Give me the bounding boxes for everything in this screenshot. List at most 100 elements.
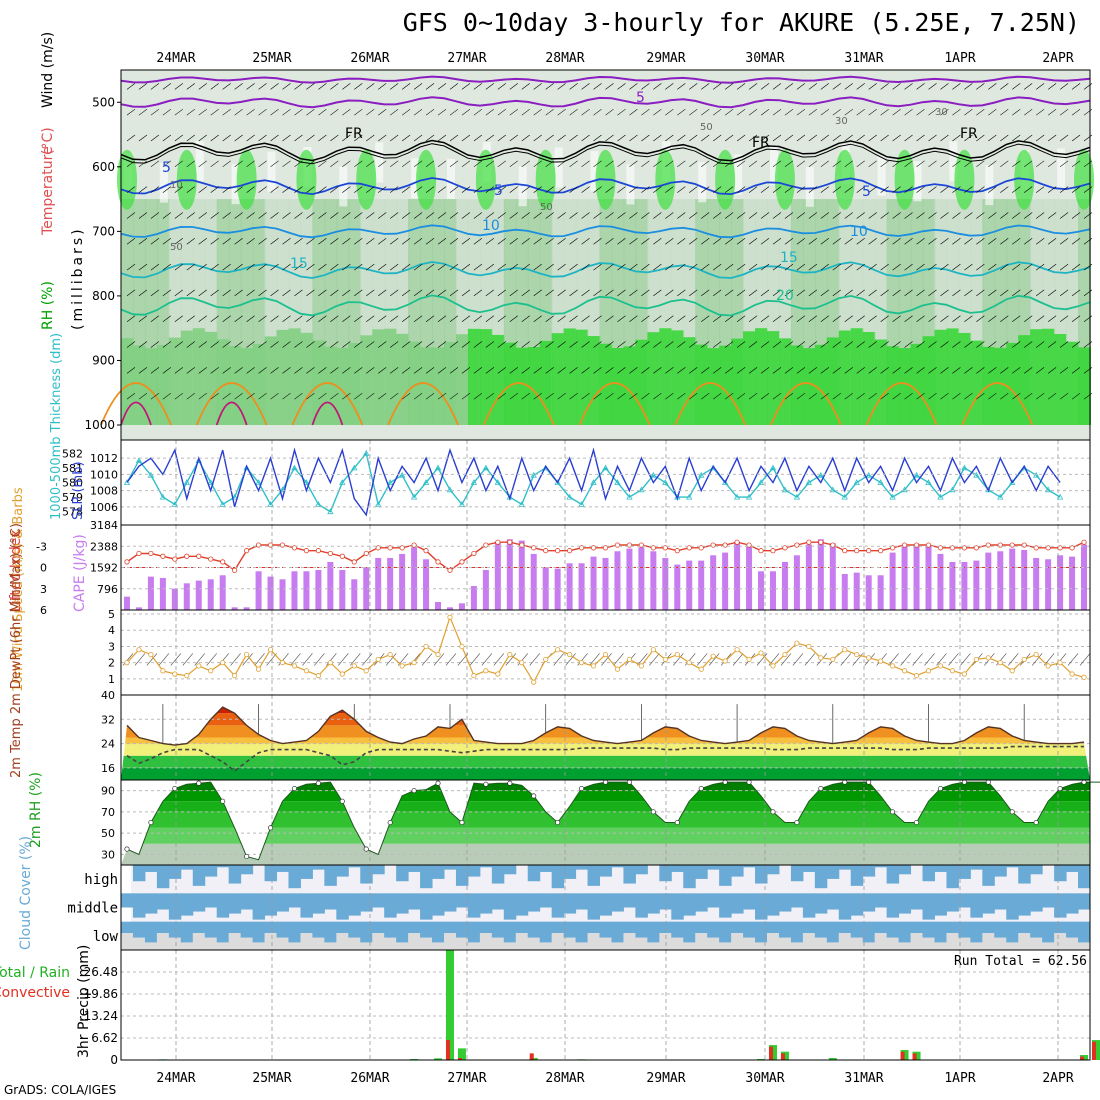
wind-barb	[485, 263, 495, 271]
wind-barb	[1000, 134, 1009, 142]
wind-barb	[1071, 392, 1081, 400]
rh-point	[339, 798, 345, 804]
rh-point	[267, 825, 274, 831]
wind-barb	[461, 134, 471, 142]
wind-barb	[174, 289, 184, 297]
wind-barb	[1035, 341, 1045, 348]
wind-barb	[1071, 367, 1081, 374]
wind-barb-10m	[900, 653, 911, 666]
thickness-line-point	[793, 493, 801, 500]
wind-barb	[437, 392, 447, 400]
wind-barb	[234, 212, 243, 219]
wind-barb	[748, 238, 758, 245]
wind-barb	[162, 83, 172, 90]
wind-barb	[138, 160, 148, 168]
wind-barb	[342, 289, 351, 297]
thickness-ylabel: 1000-500mb Thickness (dm)	[49, 333, 64, 520]
wind-barb	[389, 367, 399, 374]
temp-band	[121, 755, 1090, 768]
cloud-mid-bar	[1030, 893, 1043, 912]
wind-barb	[294, 83, 303, 90]
wind-barb	[1012, 341, 1021, 348]
wind-barb	[641, 160, 650, 168]
cape-bar	[698, 560, 705, 610]
wind-barb	[521, 212, 530, 219]
wind-barb	[952, 289, 961, 297]
wind-barb	[1059, 212, 1069, 219]
wind-barb	[389, 108, 399, 116]
wind-barb	[904, 238, 913, 245]
wind-barb	[1059, 238, 1069, 245]
wind-barb	[473, 263, 483, 271]
wind-barb	[258, 238, 267, 245]
wind-barb	[689, 83, 698, 90]
cloud-low-bar	[790, 921, 804, 943]
wind-barb	[366, 341, 375, 348]
thickness-line-point	[1032, 471, 1040, 478]
wind-barb	[952, 315, 961, 322]
wind-barb	[712, 212, 722, 219]
rh-blob	[535, 149, 556, 210]
wind-barb	[270, 134, 279, 142]
wind-barb	[437, 186, 447, 193]
cloud-low-clear	[635, 937, 648, 950]
wind-barb	[246, 392, 255, 400]
wind-barb-10m	[170, 653, 182, 666]
cape-bar	[1081, 544, 1088, 610]
wind-barb	[389, 83, 399, 90]
wind-barb	[689, 341, 698, 348]
rh-shade-dry	[698, 162, 707, 203]
wind-barb	[485, 392, 495, 400]
rh-contour-label: 50	[700, 122, 713, 133]
wind-barb	[701, 367, 710, 374]
wind-barb	[856, 392, 865, 400]
wind-barb	[701, 134, 710, 142]
wind-barb	[330, 392, 339, 400]
wind-barb	[1059, 315, 1069, 322]
wind-barb	[701, 238, 710, 245]
wind-barb	[665, 160, 674, 168]
wind-barb	[366, 186, 375, 193]
wind-barb	[282, 108, 291, 116]
wind-barb	[485, 83, 495, 90]
cloud-mid-bar	[695, 893, 708, 912]
wind-speed-point	[399, 663, 405, 669]
cloud-low-clear	[850, 937, 864, 950]
cloud-mid-bar	[922, 893, 935, 920]
wind-barb	[868, 392, 877, 400]
wind-barb	[413, 263, 423, 271]
wind-barb	[449, 315, 459, 322]
wind-barb	[677, 263, 686, 271]
cloud-low-clear	[276, 937, 289, 950]
cloud-mid-bar	[743, 893, 756, 910]
wind-barb	[712, 392, 722, 400]
wind-barb	[940, 367, 949, 374]
wind-barb	[808, 160, 818, 168]
cloud-mid-bar	[1042, 893, 1055, 908]
wind-barb	[138, 108, 148, 116]
wind-barb	[988, 186, 997, 193]
wind-barb	[868, 186, 877, 193]
wind-barb	[497, 108, 507, 116]
rh-shade-moist	[563, 328, 577, 425]
lifted-index-line-point	[662, 545, 668, 551]
wind-speed-point	[315, 673, 321, 679]
cloud-mid-bar	[599, 893, 612, 916]
rh-shade-dry	[554, 147, 563, 188]
wind-barb	[784, 186, 794, 193]
wind-barb	[1000, 238, 1009, 245]
wind-barb	[378, 341, 387, 348]
cloud-high-bar	[767, 865, 780, 875]
cloud-low-clear	[180, 942, 194, 950]
cape-bar	[351, 579, 358, 610]
wind-barb	[210, 315, 219, 322]
wind-speed-point	[758, 650, 764, 656]
wind-barb	[677, 212, 686, 219]
wind-barb	[629, 341, 638, 348]
wind-barb	[952, 392, 961, 400]
wind-barb	[497, 263, 507, 271]
cape-tick-label: 1592	[90, 562, 118, 575]
wind-barb	[186, 367, 195, 374]
wind-speed-point	[925, 668, 932, 674]
rh-shade-moist	[755, 328, 768, 425]
